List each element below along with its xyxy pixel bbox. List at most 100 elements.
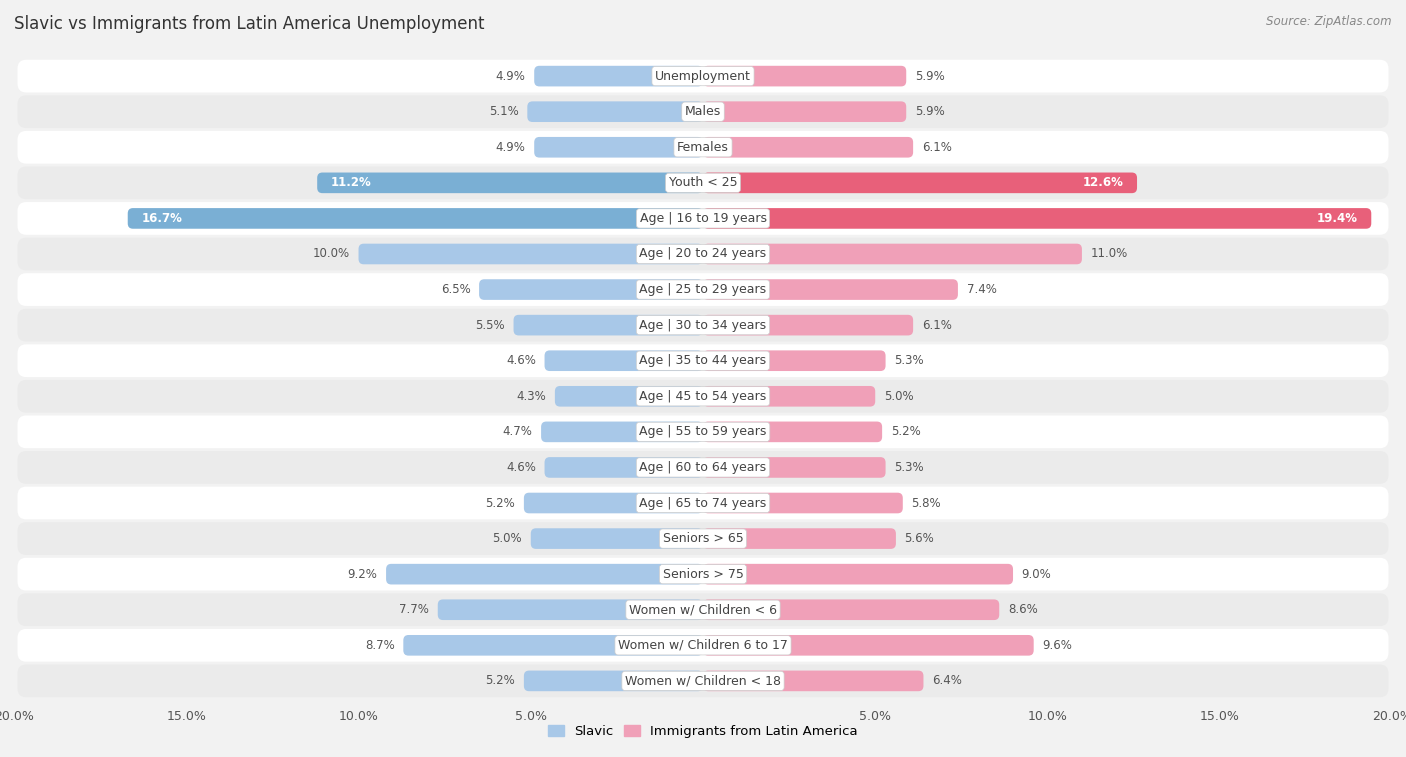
Text: 4.9%: 4.9% xyxy=(496,70,526,83)
FancyBboxPatch shape xyxy=(703,528,896,549)
FancyBboxPatch shape xyxy=(703,386,875,407)
FancyBboxPatch shape xyxy=(17,593,1389,626)
Text: 11.2%: 11.2% xyxy=(330,176,371,189)
Text: 9.6%: 9.6% xyxy=(1042,639,1073,652)
FancyBboxPatch shape xyxy=(17,131,1389,164)
FancyBboxPatch shape xyxy=(703,208,1371,229)
Text: 8.7%: 8.7% xyxy=(366,639,395,652)
Text: 6.5%: 6.5% xyxy=(440,283,471,296)
FancyBboxPatch shape xyxy=(17,380,1389,413)
Text: Age | 35 to 44 years: Age | 35 to 44 years xyxy=(640,354,766,367)
Text: 11.0%: 11.0% xyxy=(1091,248,1128,260)
FancyBboxPatch shape xyxy=(17,202,1389,235)
FancyBboxPatch shape xyxy=(703,244,1083,264)
Text: 5.1%: 5.1% xyxy=(489,105,519,118)
FancyBboxPatch shape xyxy=(318,173,703,193)
FancyBboxPatch shape xyxy=(17,95,1389,128)
Text: 5.5%: 5.5% xyxy=(475,319,505,332)
FancyBboxPatch shape xyxy=(703,600,1000,620)
FancyBboxPatch shape xyxy=(437,600,703,620)
FancyBboxPatch shape xyxy=(17,487,1389,519)
Text: 4.6%: 4.6% xyxy=(506,461,536,474)
Text: Slavic vs Immigrants from Latin America Unemployment: Slavic vs Immigrants from Latin America … xyxy=(14,15,485,33)
Text: 5.0%: 5.0% xyxy=(884,390,914,403)
Text: 4.7%: 4.7% xyxy=(502,425,533,438)
Text: Age | 25 to 29 years: Age | 25 to 29 years xyxy=(640,283,766,296)
Text: 6.1%: 6.1% xyxy=(922,319,952,332)
FancyBboxPatch shape xyxy=(703,564,1012,584)
FancyBboxPatch shape xyxy=(534,137,703,157)
Text: 4.6%: 4.6% xyxy=(506,354,536,367)
Text: 5.6%: 5.6% xyxy=(904,532,934,545)
Text: 5.3%: 5.3% xyxy=(894,354,924,367)
Text: 9.2%: 9.2% xyxy=(347,568,377,581)
Text: 5.2%: 5.2% xyxy=(485,497,515,509)
Text: Seniors > 75: Seniors > 75 xyxy=(662,568,744,581)
FancyBboxPatch shape xyxy=(534,66,703,86)
FancyBboxPatch shape xyxy=(17,60,1389,92)
FancyBboxPatch shape xyxy=(524,671,703,691)
Text: 4.3%: 4.3% xyxy=(516,390,547,403)
Text: Women w/ Children < 6: Women w/ Children < 6 xyxy=(628,603,778,616)
FancyBboxPatch shape xyxy=(17,273,1389,306)
Text: 5.0%: 5.0% xyxy=(492,532,522,545)
Text: Males: Males xyxy=(685,105,721,118)
Text: 6.1%: 6.1% xyxy=(922,141,952,154)
FancyBboxPatch shape xyxy=(703,315,912,335)
FancyBboxPatch shape xyxy=(17,451,1389,484)
Text: Age | 16 to 19 years: Age | 16 to 19 years xyxy=(640,212,766,225)
Text: 19.4%: 19.4% xyxy=(1316,212,1358,225)
FancyBboxPatch shape xyxy=(527,101,703,122)
FancyBboxPatch shape xyxy=(703,493,903,513)
FancyBboxPatch shape xyxy=(544,457,703,478)
Legend: Slavic, Immigrants from Latin America: Slavic, Immigrants from Latin America xyxy=(543,719,863,743)
Text: 5.9%: 5.9% xyxy=(915,105,945,118)
FancyBboxPatch shape xyxy=(17,167,1389,199)
FancyBboxPatch shape xyxy=(387,564,703,584)
FancyBboxPatch shape xyxy=(524,493,703,513)
FancyBboxPatch shape xyxy=(513,315,703,335)
FancyBboxPatch shape xyxy=(703,279,957,300)
Text: 7.4%: 7.4% xyxy=(966,283,997,296)
FancyBboxPatch shape xyxy=(703,101,907,122)
FancyBboxPatch shape xyxy=(703,137,912,157)
FancyBboxPatch shape xyxy=(128,208,703,229)
FancyBboxPatch shape xyxy=(541,422,703,442)
Text: Seniors > 65: Seniors > 65 xyxy=(662,532,744,545)
FancyBboxPatch shape xyxy=(544,350,703,371)
FancyBboxPatch shape xyxy=(703,173,1137,193)
FancyBboxPatch shape xyxy=(17,309,1389,341)
Text: Age | 45 to 54 years: Age | 45 to 54 years xyxy=(640,390,766,403)
FancyBboxPatch shape xyxy=(531,528,703,549)
Text: Source: ZipAtlas.com: Source: ZipAtlas.com xyxy=(1267,15,1392,28)
FancyBboxPatch shape xyxy=(17,665,1389,697)
Text: Age | 30 to 34 years: Age | 30 to 34 years xyxy=(640,319,766,332)
Text: Women w/ Children 6 to 17: Women w/ Children 6 to 17 xyxy=(619,639,787,652)
FancyBboxPatch shape xyxy=(703,66,907,86)
Text: 8.6%: 8.6% xyxy=(1008,603,1038,616)
Text: 7.7%: 7.7% xyxy=(399,603,429,616)
Text: 4.9%: 4.9% xyxy=(496,141,526,154)
FancyBboxPatch shape xyxy=(17,238,1389,270)
FancyBboxPatch shape xyxy=(703,350,886,371)
Text: 5.2%: 5.2% xyxy=(485,674,515,687)
Text: Age | 65 to 74 years: Age | 65 to 74 years xyxy=(640,497,766,509)
FancyBboxPatch shape xyxy=(479,279,703,300)
Text: 5.8%: 5.8% xyxy=(911,497,941,509)
Text: 10.0%: 10.0% xyxy=(312,248,350,260)
Text: Unemployment: Unemployment xyxy=(655,70,751,83)
FancyBboxPatch shape xyxy=(17,558,1389,590)
FancyBboxPatch shape xyxy=(17,522,1389,555)
Text: Age | 55 to 59 years: Age | 55 to 59 years xyxy=(640,425,766,438)
FancyBboxPatch shape xyxy=(17,344,1389,377)
Text: 12.6%: 12.6% xyxy=(1083,176,1123,189)
FancyBboxPatch shape xyxy=(703,635,1033,656)
Text: Age | 20 to 24 years: Age | 20 to 24 years xyxy=(640,248,766,260)
FancyBboxPatch shape xyxy=(359,244,703,264)
Text: 5.2%: 5.2% xyxy=(891,425,921,438)
Text: 6.4%: 6.4% xyxy=(932,674,962,687)
Text: 5.9%: 5.9% xyxy=(915,70,945,83)
Text: 16.7%: 16.7% xyxy=(142,212,183,225)
FancyBboxPatch shape xyxy=(17,629,1389,662)
Text: Women w/ Children < 18: Women w/ Children < 18 xyxy=(626,674,780,687)
